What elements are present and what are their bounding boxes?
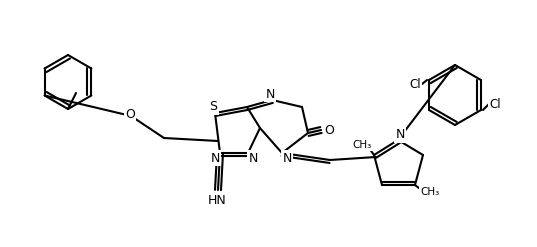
Text: Cl: Cl (409, 79, 421, 91)
Text: O: O (324, 124, 334, 137)
Text: O: O (125, 108, 135, 122)
Text: N: N (395, 128, 405, 142)
Text: N: N (211, 151, 220, 165)
Text: N: N (248, 151, 258, 165)
Text: CH₃: CH₃ (420, 187, 440, 197)
Text: N: N (265, 87, 275, 101)
Text: S: S (209, 101, 217, 114)
Text: N: N (282, 151, 292, 165)
Text: HN: HN (208, 193, 227, 206)
Text: CH₃: CH₃ (352, 140, 372, 150)
Text: Cl: Cl (489, 99, 501, 111)
